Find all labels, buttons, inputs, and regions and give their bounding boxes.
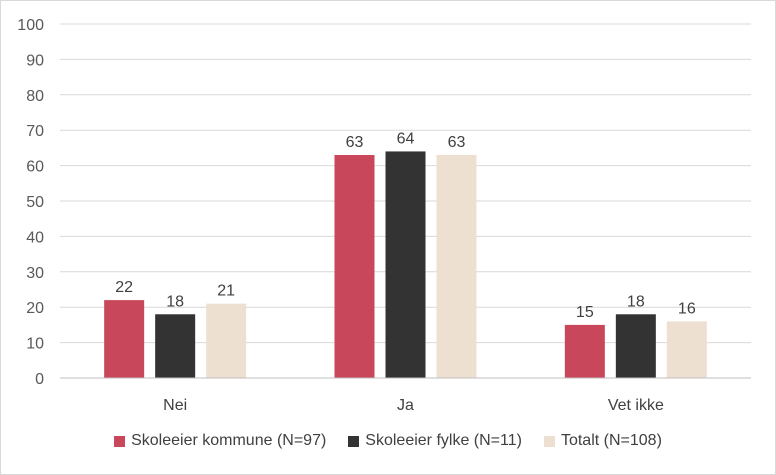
y-tick-label: 80: [26, 88, 44, 105]
bar: [666, 321, 707, 378]
x-tick-label: Ja: [397, 397, 414, 414]
data-label: 21: [217, 283, 235, 300]
y-tick-label: 60: [26, 159, 44, 176]
data-label: 15: [576, 304, 594, 321]
bar: [104, 300, 145, 378]
legend-swatch: [114, 435, 126, 447]
data-label: 18: [166, 293, 184, 310]
y-tick-label: 100: [17, 17, 44, 34]
bar: [564, 324, 605, 378]
legend-label: Skoleeier kommune (N=97): [131, 432, 327, 449]
bar: [155, 314, 196, 378]
legend-label: Totalt (N=108): [560, 432, 662, 449]
y-tick-label: 90: [26, 52, 44, 69]
data-label: 22: [115, 279, 133, 296]
bar: [615, 314, 656, 378]
legend-item: Skoleeier kommune (N=97): [114, 432, 326, 450]
bar: [334, 154, 375, 378]
y-tick-label: 50: [26, 194, 44, 211]
y-tick-label: 40: [26, 229, 44, 246]
data-label: 16: [678, 300, 696, 317]
bar: [206, 303, 247, 378]
data-label: 64: [397, 130, 415, 147]
legend-swatch: [543, 435, 555, 447]
y-tick-label: 30: [26, 265, 44, 282]
bar: [436, 154, 477, 378]
legend-swatch: [348, 435, 360, 447]
legend-label: Skoleeier fylke (N=11): [365, 432, 522, 449]
bar: [385, 151, 426, 378]
y-tick-label: 10: [26, 336, 44, 353]
x-tick-label: Nei: [163, 397, 187, 414]
data-label: 18: [627, 293, 645, 310]
data-label: 63: [346, 134, 364, 151]
y-tick-label: 20: [26, 300, 44, 317]
legend: Skoleeier kommune (N=97) Skoleeier fylke …: [0, 432, 776, 450]
legend-item: Skoleeier fylke (N=11): [348, 432, 522, 450]
y-tick-label: 0: [35, 371, 44, 388]
data-label: 63: [448, 134, 466, 151]
legend-item: Totalt (N=108): [543, 432, 662, 450]
y-tick-label: 70: [26, 123, 44, 140]
x-tick-label: Vet ikke: [608, 397, 664, 414]
